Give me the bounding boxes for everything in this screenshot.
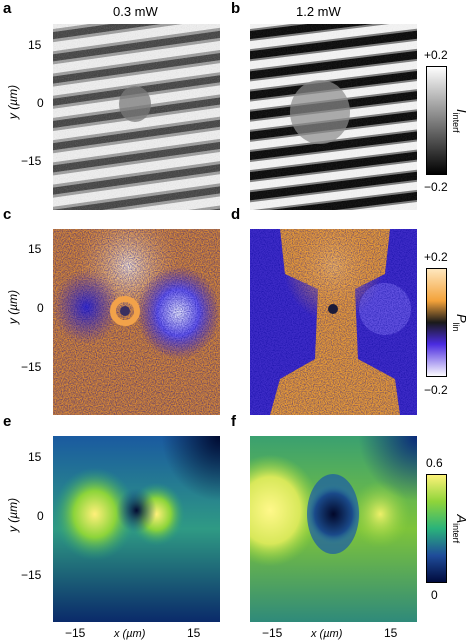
panel-letter-b: b (231, 0, 241, 17)
tick-y-15-row2: 15 (28, 242, 42, 256)
y-axis-label-row1: y (µm) (6, 84, 20, 120)
panel-letter-a: a (3, 0, 12, 17)
tick-x-neg15-left: −15 (65, 626, 86, 640)
colorbar-polarization-min: −0.2 (424, 383, 448, 397)
colorbar-intensity-max: +0.2 (424, 48, 448, 62)
colorbar-polarization (426, 268, 447, 377)
tick-y-15-row3: 15 (28, 450, 42, 464)
colorbar-intensity-title: Iinterf (451, 108, 469, 133)
tick-x-15-left: 15 (187, 626, 201, 640)
panel-a-image (53, 24, 220, 210)
colorbar-amplitude-title: Ainterf (451, 514, 469, 544)
panel-letter-d: d (231, 206, 241, 223)
column-title-left: 0.3 mW (113, 4, 158, 19)
x-axis-label-left-visible: x (µm) (112, 628, 148, 640)
colorbar-amplitude (426, 474, 447, 583)
colorbar-polarization-title: Plin (451, 313, 469, 332)
tick-y-neg15-row1: −15 (21, 154, 42, 168)
tick-y-neg15-row3: −15 (21, 568, 42, 582)
panel-e-image (53, 436, 220, 622)
panel-d-image (250, 229, 417, 415)
tick-x-neg15-right: −15 (262, 626, 283, 640)
y-axis-label-row2: y (µm) (6, 289, 20, 325)
panel-c-image (53, 229, 220, 415)
x-axis-label-right-visible: x (µm) (309, 628, 345, 640)
panel-b-image (250, 24, 417, 210)
tick-x-15-right: 15 (384, 626, 398, 640)
panel-letter-e: e (3, 413, 12, 430)
colorbar-amplitude-max: 0.6 (426, 456, 443, 470)
colorbar-polarization-max: +0.2 (424, 250, 448, 264)
colorbar-amplitude-min: 0 (431, 588, 438, 602)
tick-y-0-row1: 0 (37, 96, 44, 110)
y-axis-label-row3: y (µm) (6, 497, 20, 533)
tick-y-neg15-row2: −15 (21, 360, 42, 374)
colorbar-intensity (426, 66, 447, 175)
panel-f-image (250, 436, 417, 622)
column-title-right: 1.2 mW (296, 4, 341, 19)
colorbar-intensity-min: −0.2 (424, 180, 448, 194)
panel-letter-c: c (3, 206, 12, 223)
panel-letter-f: f (231, 413, 236, 430)
tick-y-0-row2: 0 (37, 301, 44, 315)
tick-y-15-row1: 15 (28, 38, 42, 52)
tick-y-0-row3: 0 (37, 509, 44, 523)
